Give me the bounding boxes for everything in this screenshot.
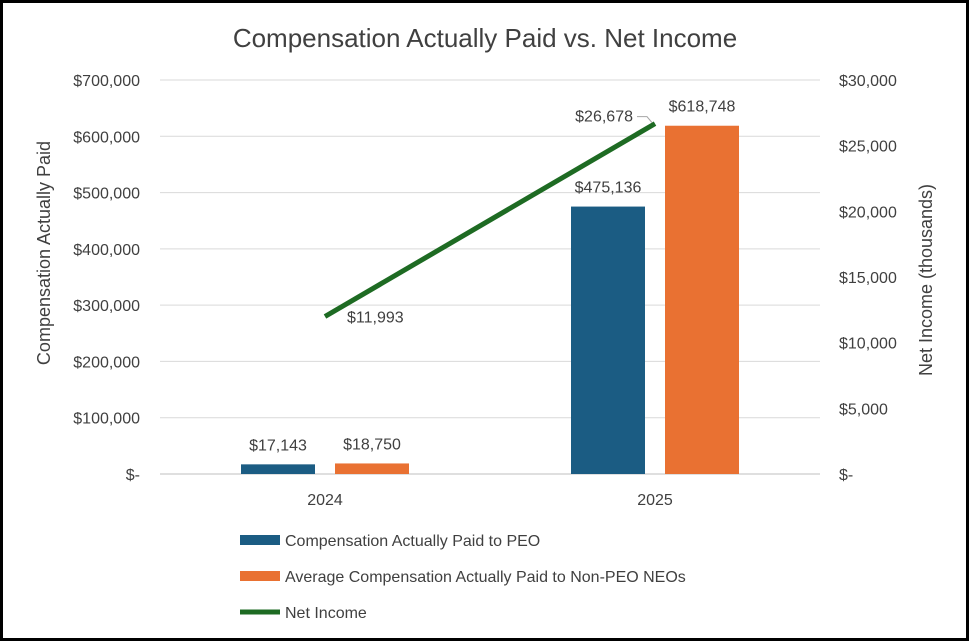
bar [241,464,315,474]
line-data-label: $26,678 [575,109,633,126]
y-left-tick-label: $400,000 [73,242,140,259]
x-tick-label: 2024 [307,492,343,509]
y-left-tick-label: $500,000 [73,186,140,203]
bar [335,463,409,474]
y-right-tick-label: $25,000 [839,139,897,156]
chart-title: Compensation Actually Paid vs. Net Incom… [233,23,737,53]
legend-swatch [240,571,280,581]
x-tick-label: 2025 [637,492,673,509]
bar-data-label: $18,750 [343,436,401,453]
x-axis-ticks: 2024 2025 [307,492,673,509]
bar-data-label: $618,748 [669,99,736,116]
y-left-tick-label: $600,000 [73,129,140,146]
y-left-tick-label: $700,000 [73,73,140,90]
line-data-label: $11,993 [347,309,404,326]
y-left-tick-label: $200,000 [73,354,140,371]
y-right-tick-label: $- [839,467,853,484]
y-right-axis-title: Net Income (thousands) [916,184,936,376]
legend-swatch [240,535,280,545]
chart-canvas: Compensation Actually Paid vs. Net Incom… [34,23,936,622]
y-right-tick-label: $10,000 [839,336,897,353]
right-axis-ticks: $- $5,000 $10,000 $15,000 $20,000 $25,000 $30,… [839,73,897,484]
gridlines [160,79,820,475]
y-right-tick-label: $5,000 [839,401,888,418]
left-axis-ticks: $- $100,000 $200,000 $300,000 $400,000 $500,0… [73,73,140,484]
legend-label: Net Income [285,605,367,622]
legend-label: Average Compensation Actually Paid to No… [285,569,686,586]
net-income-line [323,121,657,319]
y-left-tick-label: $100,000 [73,411,140,428]
y-left-tick-label: $- [126,467,140,484]
y-right-tick-label: $15,000 [839,270,897,287]
data-labels: $17,143 $475,136 $18,750 $618,748 $11,993 $26… [249,99,735,455]
line-series [323,121,657,319]
y-right-tick-label: $20,000 [839,204,897,221]
bar-series [241,125,739,474]
y-right-tick-label: $30,000 [839,73,897,90]
y-left-tick-label: $300,000 [73,298,140,315]
legend-label: Compensation Actually Paid to PEO [285,533,540,550]
y-left-axis-title: Compensation Actually Paid [34,141,54,365]
bar-data-label: $17,143 [249,437,307,454]
leader-line [637,116,653,123]
bar [665,125,739,474]
legend: Compensation Actually Paid to PEO Average… [240,533,686,622]
bar [571,206,645,474]
bar-data-label: $475,136 [575,180,642,197]
